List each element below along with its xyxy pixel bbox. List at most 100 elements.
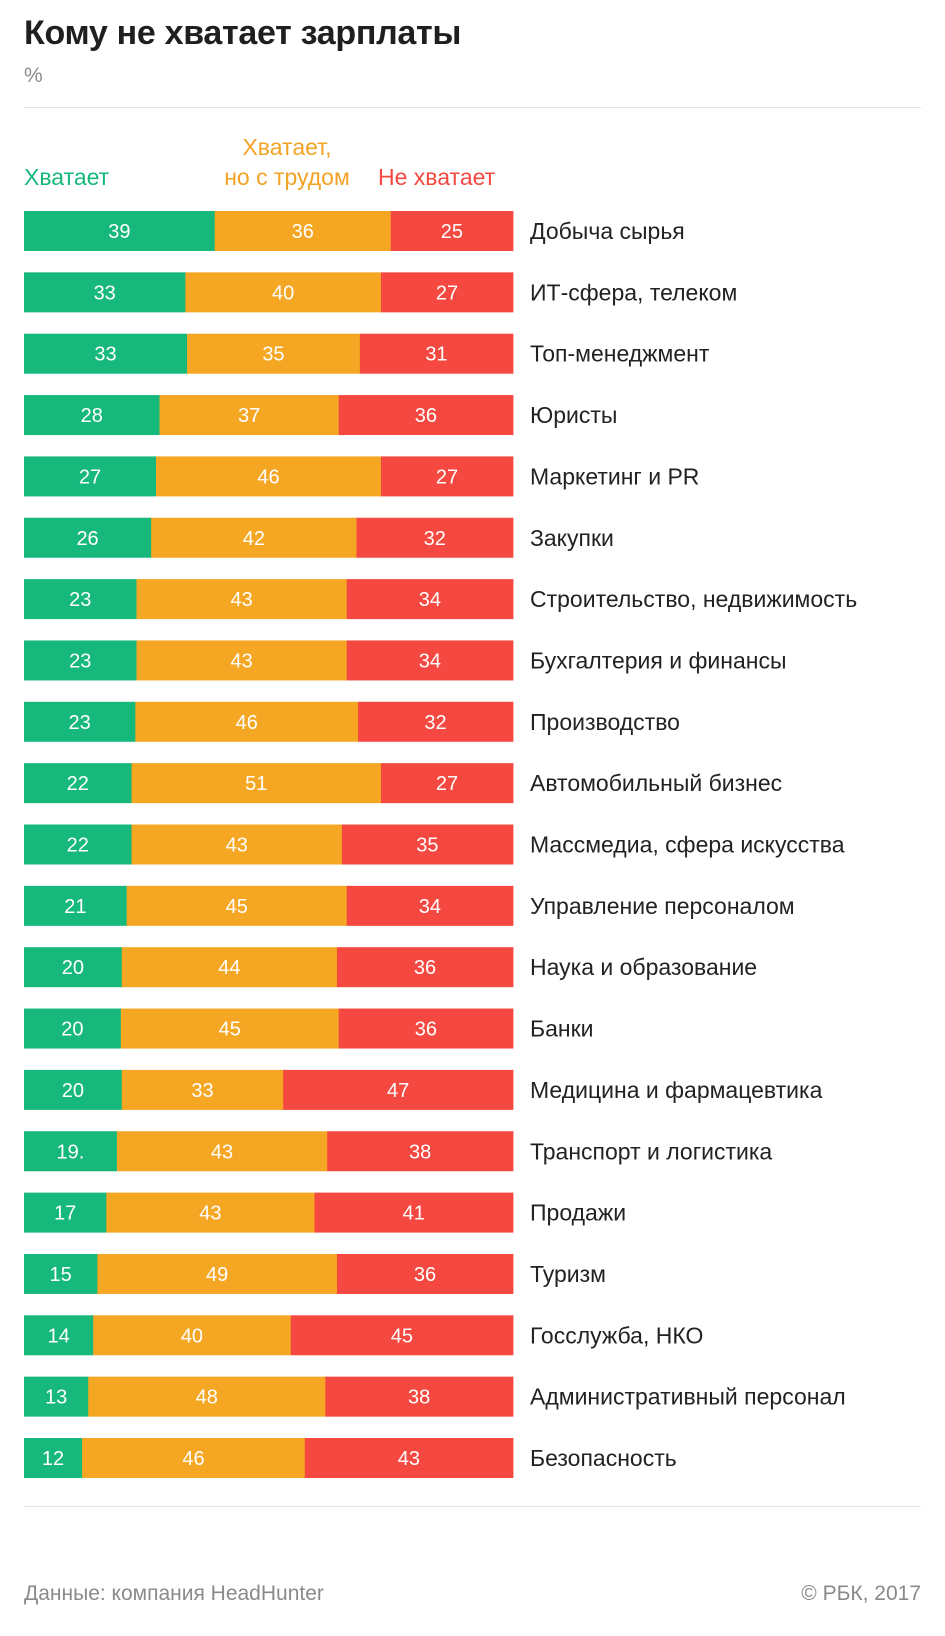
category-label: Закупки (530, 525, 614, 551)
value-label-not-enough: 27 (436, 282, 458, 304)
bar-segment-barely (106, 1192, 315, 1233)
value-label-barely: 44 (218, 957, 240, 979)
value-label-enough: 20 (62, 957, 84, 979)
value-label-enough: 33 (94, 344, 116, 366)
bar-segment-not-enough (359, 333, 514, 374)
bar-segment-barely (97, 1253, 338, 1294)
unit-label: % (24, 64, 43, 87)
category-label: Туризм (530, 1261, 606, 1287)
chart-title: Кому не хватает зарплаты (24, 14, 462, 52)
value-label-barely: 42 (243, 528, 265, 550)
bar-segment-not-enough (314, 1192, 514, 1233)
value-label-not-enough: 27 (436, 466, 458, 488)
bar-segment-enough (24, 1008, 122, 1049)
value-label-not-enough: 25 (441, 221, 463, 243)
bar-segment-enough (24, 456, 157, 497)
bottom-divider (24, 1506, 921, 1507)
bar-segment-enough (24, 1253, 98, 1294)
legend-barely-line1: Хватает, (242, 134, 332, 160)
bar-segment-enough (24, 1192, 107, 1233)
value-label-not-enough: 36 (415, 405, 437, 427)
category-label: Бухгалтерия и финансы (530, 647, 786, 673)
bar-segment-barely (131, 763, 382, 804)
bar-segment-enough (24, 1376, 89, 1417)
value-label-enough: 28 (81, 405, 103, 427)
bar-segment-not-enough (336, 947, 514, 988)
value-label-not-enough: 41 (403, 1203, 425, 1225)
value-label-barely: 43 (226, 835, 248, 857)
bar-segment-not-enough (346, 579, 514, 620)
source-note: Данные: компания HeadHunter (24, 1582, 324, 1605)
bar-segment-barely (126, 885, 348, 926)
bar-segment-enough (24, 947, 123, 988)
bar-segment-barely (214, 211, 392, 251)
bar-segment-barely (185, 272, 382, 313)
value-label-not-enough: 38 (409, 1141, 431, 1163)
bar-segment-barely (159, 395, 340, 436)
bar-segment-enough (24, 1438, 83, 1478)
copyright: © РБК, 2017 (801, 1582, 921, 1605)
bar-segment-enough (24, 701, 136, 742)
bar-segment-enough (24, 395, 160, 436)
bar-segment-barely (131, 824, 343, 865)
bar-segment-not-enough (336, 1253, 514, 1294)
value-label-enough: 22 (67, 835, 89, 857)
value-label-barely: 45 (226, 896, 248, 918)
bar-segment-barely (120, 1008, 340, 1049)
top-divider (24, 107, 921, 108)
value-label-not-enough: 47 (387, 1080, 409, 1102)
bar-segment-enough (24, 333, 188, 374)
bar-segment-not-enough (358, 701, 514, 742)
value-label-not-enough: 38 (408, 1387, 430, 1409)
value-label-enough: 12 (42, 1448, 64, 1470)
category-label: ИТ-сфера, телеком (530, 279, 737, 305)
bar-segment-not-enough (290, 1315, 514, 1356)
bar-segment-not-enough (380, 456, 514, 497)
bar-segment-enough (24, 211, 216, 251)
value-label-not-enough: 43 (398, 1448, 420, 1470)
bar-segment-barely (116, 1131, 328, 1172)
bar-segment-enough (24, 272, 186, 313)
category-label: Топ-менеджмент (530, 341, 710, 367)
bar-segment-not-enough (346, 885, 514, 926)
bar-segment-barely (121, 947, 338, 988)
value-label-barely: 46 (257, 466, 279, 488)
bar-segment-not-enough (327, 1131, 514, 1172)
value-label-enough: 22 (67, 773, 89, 795)
bar-segment-not-enough (283, 1069, 514, 1110)
value-label-enough: 20 (62, 1080, 84, 1102)
category-label: Административный персонал (530, 1384, 846, 1410)
category-label: Управление персоналом (530, 893, 795, 919)
value-label-not-enough: 36 (415, 1019, 437, 1041)
bar-segment-enough (24, 885, 128, 926)
bar-segment-barely (93, 1315, 292, 1356)
category-label: Строительство, недвижимость (530, 586, 857, 612)
bar-segment-barely (82, 1438, 306, 1478)
category-label: Добыча сырья (530, 218, 685, 244)
bar-segment-enough (24, 763, 132, 804)
bar-segment-enough (24, 640, 137, 681)
bar-segment-barely (136, 579, 348, 620)
value-label-barely: 45 (219, 1019, 241, 1041)
value-label-enough: 13 (45, 1387, 67, 1409)
category-label: Массмедиа, сфера искусства (530, 832, 845, 858)
value-label-enough: 19. (57, 1141, 85, 1163)
bar-segment-barely (187, 333, 361, 374)
bar-segment-not-enough (356, 517, 514, 558)
value-label-barely: 40 (272, 282, 294, 304)
bar-segment-not-enough (380, 272, 514, 313)
bar-segment-not-enough (380, 763, 514, 804)
value-label-barely: 43 (230, 650, 252, 672)
value-label-barely: 48 (196, 1387, 218, 1409)
value-label-barely: 43 (199, 1203, 221, 1225)
value-label-enough: 33 (94, 282, 116, 304)
value-label-barely: 46 (236, 712, 258, 734)
bar-segment-not-enough (338, 395, 514, 436)
value-label-barely: 40 (181, 1325, 203, 1347)
value-label-barely: 36 (292, 221, 314, 243)
category-label: Медицина и фармацевтика (530, 1077, 823, 1103)
value-label-enough: 21 (64, 896, 86, 918)
category-label: Наука и образование (530, 954, 757, 980)
value-label-enough: 23 (69, 712, 91, 734)
category-label: Автомобильный бизнес (530, 770, 782, 796)
